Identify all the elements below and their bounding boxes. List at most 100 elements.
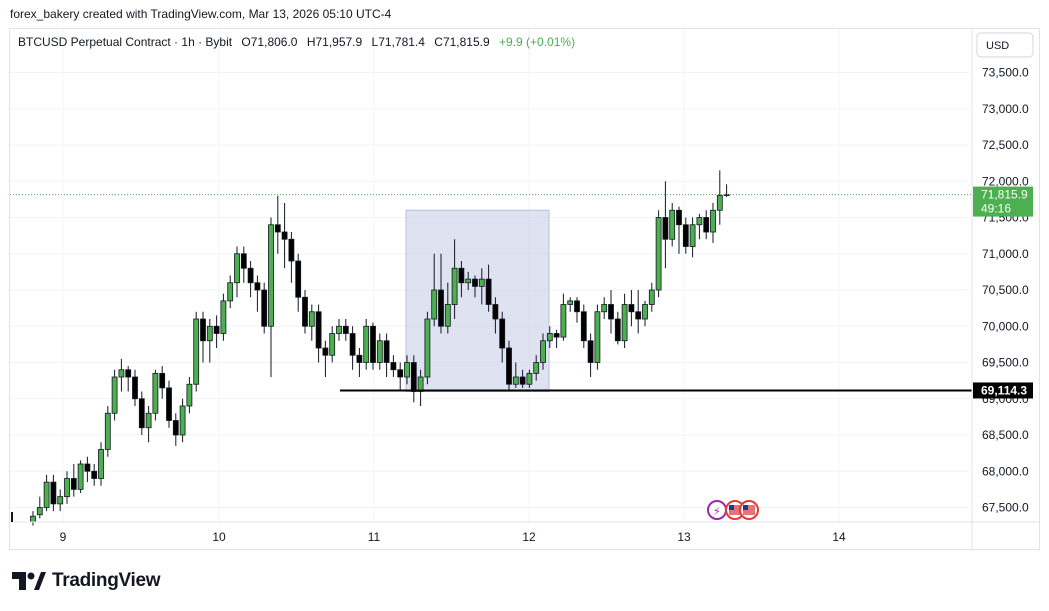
candle: [111, 369, 118, 421]
candle-body: [186, 383, 193, 407]
candle: [295, 253, 302, 312]
candle: [546, 326, 553, 348]
candle: [716, 170, 723, 225]
y-tick-label: 71,000.0: [982, 247, 1029, 261]
candle: [227, 275, 234, 309]
candle: [472, 275, 478, 298]
candles: [30, 170, 730, 526]
candle: [519, 369, 526, 388]
candle-body: [281, 231, 288, 240]
candle-body: [567, 300, 574, 305]
candle: [268, 217, 274, 377]
y-tick-label: 68,000.0: [982, 464, 1029, 478]
candle: [132, 369, 138, 406]
candle-body: [703, 217, 710, 233]
candle-body: [118, 369, 125, 378]
candle: [349, 326, 356, 370]
candle-body: [308, 311, 315, 327]
candle-body: [111, 376, 118, 414]
event-icons[interactable]: ⚡: [707, 500, 759, 520]
candle-body: [417, 376, 424, 392]
candle: [342, 319, 349, 341]
candle-body: [261, 289, 268, 327]
candle: [118, 358, 125, 392]
candle-body: [465, 278, 472, 284]
candle-body: [431, 289, 438, 320]
y-tick-label: 67,500.0: [982, 501, 1029, 515]
candle: [710, 203, 716, 243]
candle-body: [227, 282, 234, 302]
candle-body: [64, 478, 70, 498]
current-price-label: 71,815.9 49:16: [973, 186, 1033, 217]
candle-body: [533, 362, 540, 374]
currency-button[interactable]: USD: [976, 32, 1034, 58]
candle-body: [642, 304, 648, 320]
x-axis: 9 10 11 12 13 14: [60, 530, 846, 544]
candle: [322, 340, 329, 377]
candle-body: [710, 209, 716, 233]
candle-body: [689, 224, 696, 247]
candle-body: [213, 325, 220, 334]
candle: [628, 290, 635, 327]
candle-body: [499, 318, 506, 349]
candle-body: [594, 311, 601, 363]
candle: [220, 293, 227, 341]
tradingview-logo-icon: [12, 572, 46, 590]
candle: [560, 293, 567, 341]
candle-body: [628, 304, 635, 313]
candle: [308, 304, 315, 341]
candle-body: [247, 267, 254, 284]
candle-body: [601, 304, 608, 313]
candle-body: [288, 238, 295, 262]
candle-body: [206, 325, 213, 342]
candle: [703, 210, 710, 240]
chart-caption: forex_bakery created with TradingView.co…: [10, 7, 392, 21]
candle: [635, 290, 642, 334]
tradingview-logo[interactable]: TradingView: [12, 570, 161, 592]
candle-body: [519, 376, 526, 385]
candle-body: [553, 333, 560, 338]
candle-body: [478, 278, 485, 287]
candle: [642, 300, 648, 327]
candle-body: [329, 333, 336, 356]
candle: [43, 474, 50, 512]
candle-body: [152, 372, 159, 414]
candle-body: [295, 260, 302, 298]
currency-label: USD: [986, 40, 1009, 52]
legend-line: BTCUSD Perpetual Contract · 1h · Bybit O…: [18, 35, 575, 49]
grid: [10, 29, 970, 522]
candle: [138, 391, 145, 435]
candle: [431, 253, 438, 327]
candle: [655, 210, 662, 298]
candle: [669, 203, 676, 247]
candle-body: [560, 304, 567, 338]
candle: [159, 366, 166, 399]
candle: [234, 246, 240, 298]
candle: [261, 282, 268, 334]
candle-body: [349, 333, 356, 356]
candle: [179, 398, 186, 443]
candle: [574, 297, 580, 323]
candle-body: [91, 470, 98, 479]
tradingview-logo-text: TradingView: [52, 570, 161, 591]
candle: [200, 311, 206, 363]
candle: [689, 217, 696, 258]
legend-high: H71,957.9: [307, 35, 363, 49]
candle-body: [506, 347, 512, 385]
legend-change: +9.9 (+0.01%): [499, 35, 575, 49]
candle: [492, 297, 499, 334]
candle: [410, 355, 417, 403]
candle: [587, 333, 594, 377]
candle-body: [50, 481, 57, 505]
candle-body: [472, 278, 478, 287]
candle: [676, 206, 682, 254]
candle: [302, 290, 308, 334]
candle: [30, 511, 36, 526]
candle-body: [580, 311, 587, 342]
x-tick-label: 12: [522, 530, 536, 544]
candle-body: [315, 311, 322, 349]
y-tick-label: 70,500.0: [982, 283, 1029, 297]
candle: [397, 362, 404, 392]
candle: [390, 355, 397, 377]
